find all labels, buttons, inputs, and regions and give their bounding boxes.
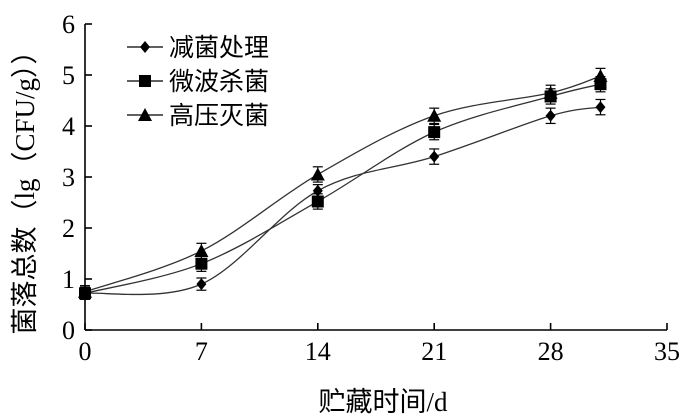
x-tick-label: 0 [79, 337, 92, 366]
y-tick-label: 6 [62, 10, 75, 39]
data-point-triangle [194, 243, 209, 257]
y-tick-label: 4 [62, 112, 75, 141]
x-axis-label: 贮藏时间/d [318, 387, 448, 417]
y-tick-label: 1 [62, 265, 75, 294]
y-tick-label: 3 [62, 163, 75, 192]
y-axis-label: 菌落总数（lg（CFU/g）） [10, 37, 40, 334]
data-point-diamond [312, 184, 323, 197]
y-tick-label: 0 [62, 316, 75, 345]
legend-marker-square [139, 75, 151, 87]
data-point-triangle [427, 108, 442, 122]
x-tick-label: 35 [654, 337, 680, 366]
series-curve-triangle [84, 75, 601, 293]
data-point-triangle [593, 69, 608, 83]
series-curves [84, 75, 601, 296]
data-point-diamond [545, 109, 556, 122]
data-point-triangle [310, 167, 325, 181]
x-tick-label: 28 [538, 337, 564, 366]
y-tick-label: 5 [62, 61, 75, 90]
data-markers [78, 69, 608, 300]
data-point-diamond [429, 150, 440, 163]
legend-label: 高压灭菌 [169, 101, 269, 130]
x-tick-label: 7 [195, 337, 208, 366]
legend-marker-triangle [138, 108, 152, 121]
ticks: 0 7 14 21 28 35 0 1 2 3 4 5 6 [62, 10, 680, 366]
data-point-square [311, 195, 324, 208]
data-point-square [428, 126, 441, 139]
x-tick-label: 14 [305, 337, 331, 366]
x-tick-label: 21 [421, 337, 447, 366]
data-point-diamond [595, 101, 606, 114]
legend-label: 微波杀菌 [169, 67, 269, 96]
data-point-diamond [196, 278, 207, 291]
legend-marker-diamond [140, 41, 150, 53]
legend-label: 减菌处理 [169, 33, 269, 62]
data-point-square [195, 257, 208, 270]
data-point-triangle [543, 85, 558, 99]
data-point-triangle [78, 284, 92, 298]
y-tick-label: 2 [62, 214, 75, 243]
